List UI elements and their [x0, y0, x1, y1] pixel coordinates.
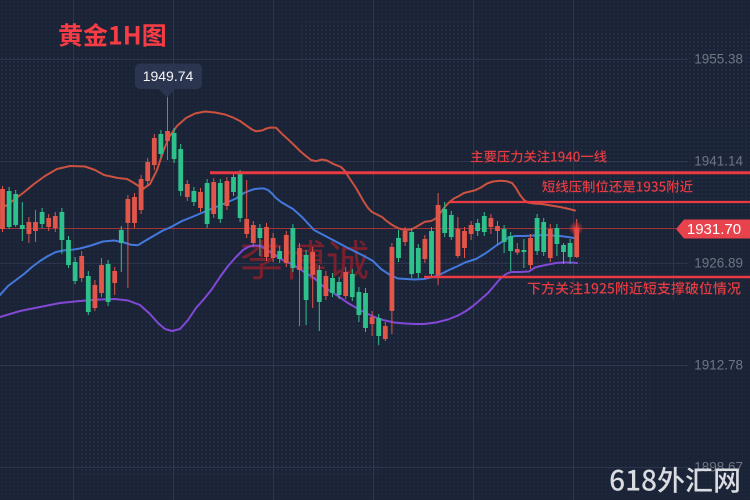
svg-text:1926.89: 1926.89	[694, 256, 743, 271]
svg-text:1931.70: 1931.70	[687, 221, 741, 238]
svg-text:1949.74: 1949.74	[143, 68, 194, 84]
svg-text:1912.78: 1912.78	[694, 358, 743, 373]
svg-text:1898.67: 1898.67	[694, 460, 743, 475]
svg-text:1955.38: 1955.38	[694, 52, 743, 67]
svg-text:1941.14: 1941.14	[694, 154, 743, 169]
